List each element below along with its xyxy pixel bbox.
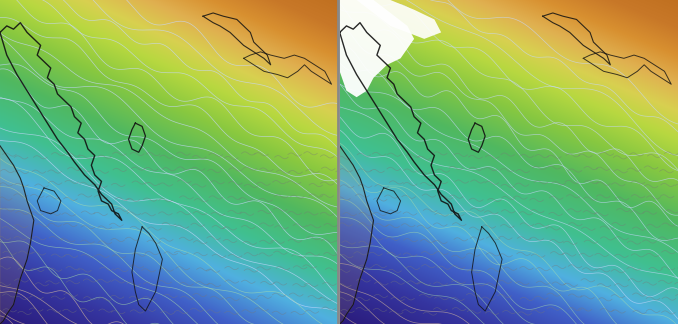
Polygon shape: [357, 0, 441, 39]
Polygon shape: [0, 146, 34, 324]
Polygon shape: [340, 0, 414, 97]
Polygon shape: [340, 146, 374, 324]
